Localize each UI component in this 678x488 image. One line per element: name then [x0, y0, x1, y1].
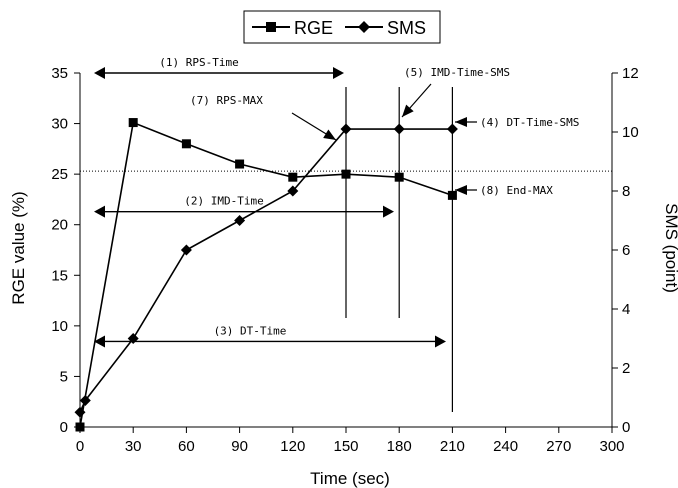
annotation-arrow-head	[323, 129, 336, 140]
y-axis-label: RGE value (%)	[9, 191, 28, 304]
arrow-head	[94, 67, 105, 79]
series-sms-point	[234, 215, 246, 226]
y2-tick-label: 8	[622, 183, 630, 200]
y2-tick-label: 12	[622, 65, 639, 82]
y2-tick-label: 6	[622, 242, 630, 259]
arrow-head	[333, 67, 344, 79]
x-axis-label: Time (sec)	[310, 469, 390, 488]
x-tick-label: 270	[546, 438, 571, 455]
arrow-head	[383, 205, 394, 218]
annotation-arrow-head	[402, 104, 414, 117]
y2-tick-label: 10	[622, 124, 639, 141]
y-tick-label: 35	[51, 65, 68, 82]
series-sms-point	[79, 394, 91, 406]
legend-sms-label: SMS	[387, 18, 426, 38]
plot-area: 0 30 60 90 120 150 180 210 240 270 300051015202530…	[51, 56, 638, 455]
span-label: (3) DT-Time	[214, 324, 287, 337]
x-tick-label: 60	[178, 438, 195, 455]
x-tick-label: 150	[333, 438, 358, 455]
annotation-label: (8) End-MAX	[480, 184, 553, 197]
annotation-arrow-head	[455, 117, 467, 127]
series-sms-point	[180, 244, 192, 256]
y-tick-label: 15	[51, 267, 68, 284]
series-sms-point	[340, 123, 352, 135]
y2-tick-label: 4	[622, 301, 630, 318]
series-rge-point	[181, 139, 191, 149]
series-sms-point	[74, 406, 86, 418]
arrow-head	[435, 335, 446, 348]
series-rge-point	[128, 118, 138, 128]
y2-tick-label: 2	[622, 360, 630, 377]
span-label: (2) IMD-Time	[184, 195, 263, 208]
legend-sms-marker	[358, 21, 370, 33]
series-sms-point	[446, 123, 458, 135]
y-tick-label: 5	[60, 368, 68, 385]
legend-rge-label: RGE	[294, 18, 333, 38]
y2-tick-label: 0	[622, 419, 630, 436]
arrow-head	[94, 335, 105, 348]
x-tick-label: 90	[231, 438, 248, 455]
x-tick-label: 120	[280, 438, 305, 455]
y-tick-label: 25	[51, 166, 68, 183]
annotation-label: (5) IMD-Time-SMS	[404, 66, 510, 79]
series-rge-point	[288, 172, 298, 182]
y-tick-label: 30	[51, 116, 68, 133]
x-tick-label: 210	[440, 438, 465, 455]
series-rge-point	[341, 169, 351, 179]
series-sms-point	[393, 123, 405, 135]
x-tick-label: 300	[599, 438, 624, 455]
legend: RGE SMS	[243, 10, 441, 44]
annotation-arrow-head	[455, 185, 467, 195]
arrow-head	[94, 205, 105, 218]
y-tick-label: 10	[51, 318, 68, 335]
y-tick-label: 20	[51, 217, 68, 234]
series-sms-point	[287, 185, 299, 197]
series-rge-point	[394, 172, 404, 182]
x-tick-label: 180	[387, 438, 412, 455]
y-tick-label: 0	[60, 419, 68, 436]
annotation-label: (7) RPS-MAX	[190, 94, 263, 107]
span-label: (1) RPS-Time	[159, 56, 238, 69]
x-tick-label: 30	[125, 438, 142, 455]
series-rge-line	[79, 121, 453, 428]
x-tick-label: 0	[76, 438, 84, 455]
x-tick-label: 240	[493, 438, 518, 455]
y2-axis-label: SMS (point)	[662, 203, 678, 293]
legend-rge-marker	[266, 22, 276, 32]
series-rge-point	[235, 159, 245, 169]
series-rge-point	[75, 422, 85, 432]
series-rge-point	[447, 190, 457, 200]
annotation-label: (4) DT-Time-SMS	[480, 116, 579, 129]
